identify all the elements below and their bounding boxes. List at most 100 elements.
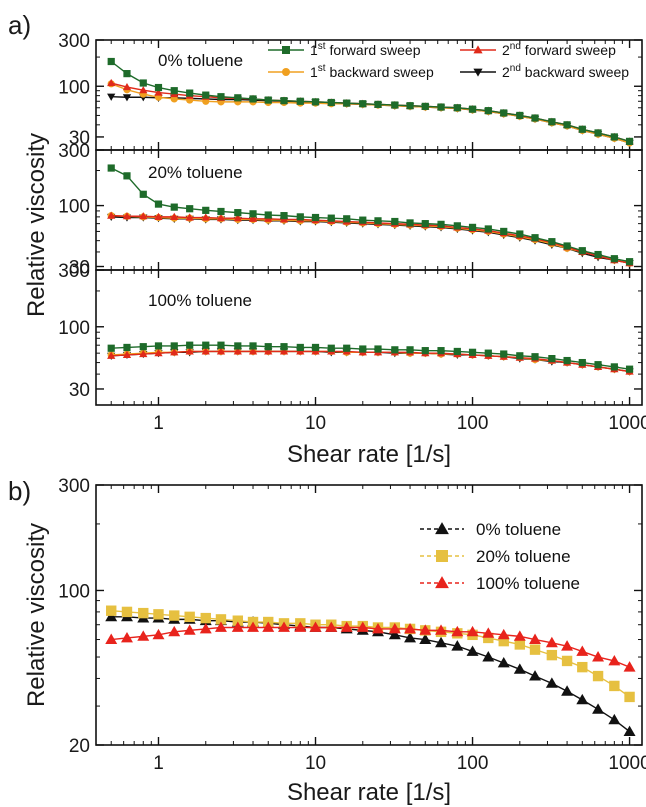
x-tick-label: 1 — [153, 753, 164, 774]
data-point — [451, 625, 464, 637]
data-point — [497, 628, 510, 640]
data-point — [249, 95, 257, 103]
legend-item: 0% toluene — [420, 520, 561, 539]
data-point — [186, 89, 194, 97]
data-point — [139, 343, 147, 351]
data-point — [122, 82, 132, 91]
data-point — [578, 247, 586, 255]
data-point — [610, 255, 618, 263]
data-point — [233, 347, 242, 355]
data-point — [311, 343, 320, 352]
data-point — [217, 93, 225, 101]
y-tick-label: 30 — [69, 258, 90, 279]
y-tick-label: 100 — [58, 197, 90, 218]
data-point — [311, 98, 320, 106]
data-point — [482, 627, 495, 638]
data-point — [343, 344, 351, 352]
data-point — [105, 610, 118, 622]
subplot-100-toluene: 1 10 100 1000 30 100 300 100% toluene — [58, 261, 646, 434]
data-point — [185, 347, 194, 355]
data-point — [202, 91, 210, 99]
legend-marker — [282, 46, 290, 54]
data-point — [359, 100, 367, 108]
data-point — [153, 609, 164, 620]
legend-item: 2nd backward sweep — [460, 63, 629, 80]
series-1st-forward-sweep — [107, 57, 634, 145]
data-point — [327, 344, 335, 352]
data-point — [421, 102, 429, 110]
data-point — [563, 242, 571, 250]
data-point — [625, 365, 634, 373]
data-point — [123, 172, 131, 180]
data-point — [435, 636, 448, 648]
data-point — [576, 645, 589, 656]
data-point — [419, 624, 432, 635]
data-point — [437, 220, 445, 228]
data-point — [215, 614, 227, 625]
legend-item: 1st backward sweep — [268, 63, 434, 80]
y-tick-label: 100 — [58, 77, 90, 98]
legend-marker — [282, 68, 290, 76]
y-tick-label: 300 — [58, 261, 90, 282]
data-point — [608, 713, 621, 725]
panel-letter: a) — [8, 10, 31, 40]
data-point — [419, 633, 432, 644]
data-point — [138, 607, 149, 619]
y-tick-label: 100 — [58, 318, 90, 339]
data-point — [170, 203, 178, 211]
data-point — [484, 107, 492, 115]
data-point — [154, 212, 163, 220]
data-point — [576, 693, 589, 705]
y-tick-label: 300 — [58, 31, 90, 52]
data-point — [594, 250, 602, 259]
data-point — [531, 234, 539, 242]
data-point — [529, 644, 541, 655]
legend-a: 1st forward sweep 2nd forward sweep 1st ba… — [268, 41, 629, 80]
data-point — [453, 347, 461, 356]
data-point — [311, 213, 320, 222]
data-point — [154, 349, 163, 357]
data-point — [374, 345, 382, 353]
data-point — [120, 631, 133, 643]
data-point — [623, 725, 636, 737]
data-point — [388, 628, 401, 640]
data-point — [343, 215, 351, 223]
data-point — [468, 105, 477, 113]
series-line — [111, 350, 630, 373]
data-point — [406, 346, 414, 354]
data-point — [421, 220, 429, 228]
series-line — [111, 610, 630, 698]
data-point — [122, 350, 132, 358]
subplot-20-toluene: 30 100 300 20% toluene — [58, 141, 643, 279]
data-point — [184, 611, 195, 623]
data-point — [107, 351, 116, 359]
data-point — [264, 211, 272, 219]
data-point — [356, 621, 369, 632]
data-point — [435, 624, 448, 635]
data-point — [154, 88, 163, 96]
data-point — [264, 96, 272, 104]
data-point — [391, 101, 399, 109]
data-point — [608, 654, 621, 666]
data-point — [404, 631, 417, 643]
data-point — [609, 680, 620, 692]
data-point — [201, 347, 210, 355]
data-point — [234, 209, 242, 217]
data-point — [201, 213, 210, 221]
data-point — [107, 93, 116, 101]
data-point — [154, 83, 163, 92]
data-point — [624, 691, 635, 703]
series-line — [110, 167, 630, 263]
data-point — [154, 200, 163, 208]
data-point — [561, 640, 574, 651]
data-point — [121, 606, 133, 618]
legend-b: 0% toluene 20% toluene 100% toluene — [420, 520, 580, 593]
data-point — [497, 656, 510, 668]
data-point — [139, 86, 148, 94]
data-point — [170, 87, 178, 95]
data-point — [500, 350, 508, 358]
data-point — [610, 363, 618, 371]
data-point — [154, 342, 163, 350]
panel-b: b) 1 10 100 1000 20 100 300 0% toluene 20% toluen… — [8, 476, 646, 806]
data-point — [309, 621, 322, 632]
